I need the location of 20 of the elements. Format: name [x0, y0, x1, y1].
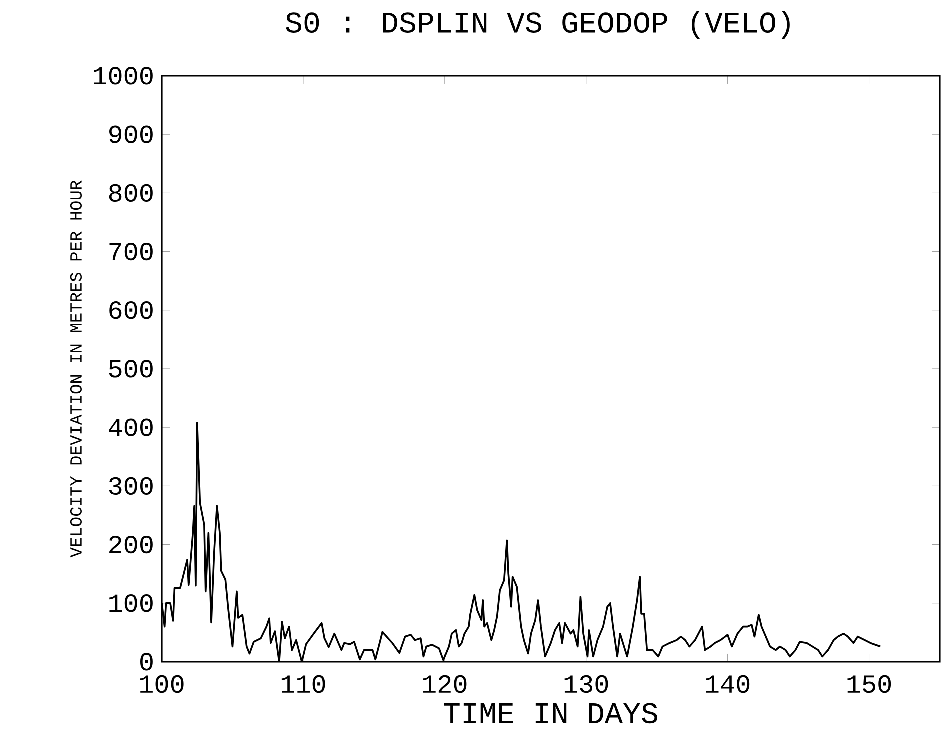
x-tick-label: 120: [423, 675, 467, 694]
x-tick-label: 140: [706, 675, 750, 694]
y-tick-label: 400: [109, 418, 153, 436]
y-tick-label: 800: [109, 184, 153, 202]
y-tick-label: 1000: [94, 67, 153, 85]
x-tick-label: 130: [564, 675, 608, 694]
y-axis-title: VELOCITY DEVIATION IN METRES PER HOUR: [70, 180, 82, 558]
x-tick-label: 150: [848, 675, 892, 694]
y-tick-label: 500: [109, 360, 153, 378]
y-tick-label: 200: [110, 536, 153, 554]
x-axis-title: TIME IN DAYS: [444, 703, 658, 724]
y-tick-label: 0: [140, 653, 153, 671]
y-tick-label: 700: [110, 242, 153, 261]
chart-title: S0 : DSPLIN VS GEODOP (VELO): [286, 11, 790, 39]
x-tick-label: 100: [140, 675, 184, 694]
y-tick-label: 900: [110, 126, 153, 144]
y-tick-label: 600: [110, 302, 153, 320]
y-tick-label: 300: [109, 477, 153, 496]
x-tick-label: 110: [282, 675, 326, 694]
y-tick-label: 100: [110, 594, 153, 612]
